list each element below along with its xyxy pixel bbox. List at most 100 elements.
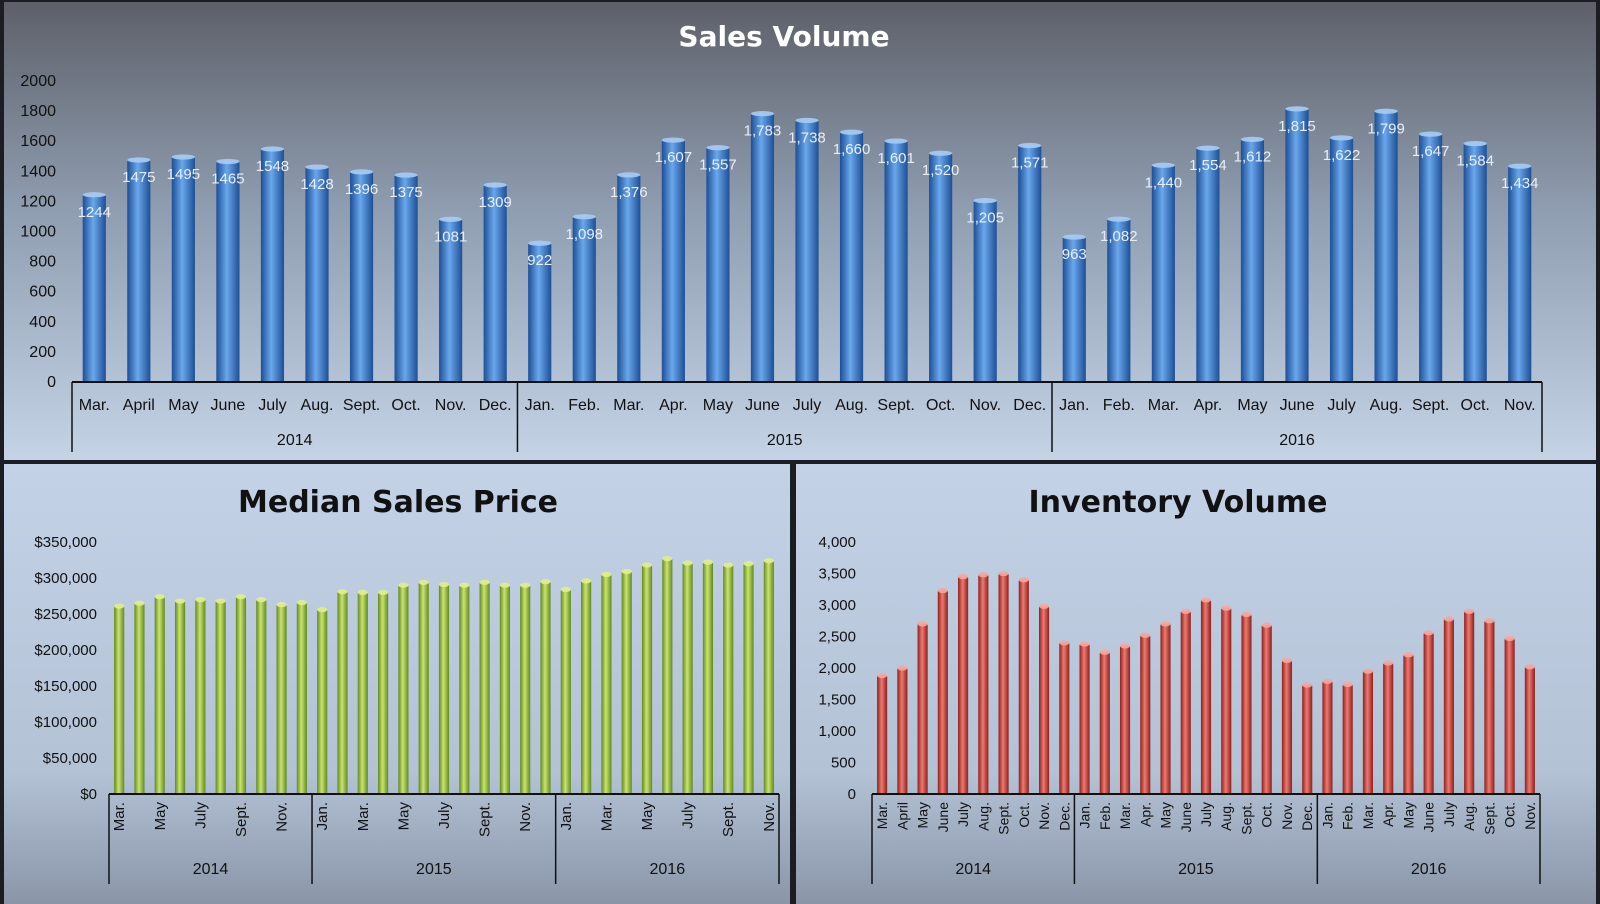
y-tick-label: $200,000 [34,642,97,659]
bar-cap [917,621,928,627]
x-tick-label: April [123,397,155,414]
x-tick-label: July [1198,802,1214,827]
bar-cap [114,603,125,609]
x-tick-label: Oct. [1502,802,1518,828]
data-label: 1,647 [1412,143,1450,160]
bar [459,585,470,794]
y-tick-label: 2,000 [818,660,856,677]
x-tick-label: July [955,802,971,827]
bar-cap [349,169,374,175]
bar [1160,623,1171,794]
x-tick-label: July [680,802,697,829]
x-tick-label: Mar. [613,397,644,414]
year-label: 2014 [277,432,313,449]
data-label: 1,440 [1145,174,1183,191]
bar-cap [216,158,240,165]
bar [1464,611,1475,794]
x-tick-label: Mar. [874,802,890,829]
bar-cap [1423,630,1434,636]
bar [795,120,819,382]
x-tick-label: July [1327,397,1355,414]
data-label: 1495 [167,166,200,183]
x-tick-label: April [894,802,910,830]
bar-cap [296,599,307,606]
x-tick-label: Nov. [1504,397,1536,414]
y-tick-label: 600 [29,284,56,301]
x-tick-label: Oct. [926,397,955,414]
bar-cap [378,589,389,595]
x-tick-label: May [395,802,412,831]
bar-cap [581,578,592,584]
bar-cap [937,587,948,594]
y-tick-label: 1000 [20,224,56,241]
x-tick-label: Nov. [969,397,1001,414]
bar [1221,608,1232,794]
bar-cap [82,192,106,198]
bar [171,157,195,382]
year-label: 2015 [416,861,452,878]
bar [973,200,997,382]
bar-cap [884,138,908,144]
bar-cap [621,568,632,575]
bar [1504,638,1515,794]
bar-cap [1285,106,1309,112]
bar [1151,165,1175,382]
bar-cap [958,574,969,580]
y-tick-label: 1200 [20,193,56,210]
bar-cap [1342,681,1353,687]
bar-cap [1018,142,1042,149]
bar [661,140,685,382]
bar-cap [795,117,819,124]
bar-cap [702,559,714,565]
bar [1059,642,1070,794]
bar [1443,618,1454,794]
bar-cap [520,582,531,588]
x-tick-label: Aug. [1218,802,1234,831]
x-tick-label: Jan. [525,397,555,414]
bar-cap [215,598,226,604]
bar-cap [483,182,507,188]
bar-cap [1403,652,1414,658]
data-label: 1,376 [610,184,648,201]
bar-cap [256,597,267,603]
data-label: 1396 [345,181,378,198]
bar-cap [357,589,368,595]
bar-cap [750,111,775,117]
y-tick-label: 3,500 [818,566,856,583]
x-tick-label: June [745,397,780,414]
y-tick-label: 0 [47,374,56,391]
bar-cap [438,581,450,588]
bar [662,558,673,794]
bar [1484,620,1495,794]
x-tick-label: Sept. [1238,802,1254,835]
bar [1240,139,1265,382]
bar-cap [1508,163,1532,169]
bar-cap [499,582,510,588]
bar-cap [661,137,685,143]
y-tick-label: 2,500 [818,629,856,646]
year-label: 2015 [767,432,803,449]
bar-cap [1196,145,1220,151]
bar-cap [459,582,470,588]
bar [897,668,908,794]
x-tick-label: Jan. [1059,397,1089,414]
year-label: 2016 [1411,861,1447,878]
x-tick-label: Oct. [1016,802,1032,828]
x-tick-label: Nov. [517,802,534,832]
x-tick-label: Sept. [233,802,250,837]
bar [1342,684,1353,794]
x-tick-label: June [935,802,951,833]
x-tick-label: Mar. [79,397,110,414]
bar-cap [1119,643,1131,649]
bar [884,141,908,382]
bar-cap [1329,135,1354,141]
data-label: 1,557 [699,157,737,174]
bar-cap [127,157,151,163]
bar [235,596,247,794]
y-tick-label: 4,000 [818,534,856,551]
bar-cap [1504,635,1515,641]
bar [572,216,596,382]
bar [296,602,307,794]
y-tick-label: $300,000 [34,570,97,587]
x-tick-label: Aug. [1461,802,1477,831]
